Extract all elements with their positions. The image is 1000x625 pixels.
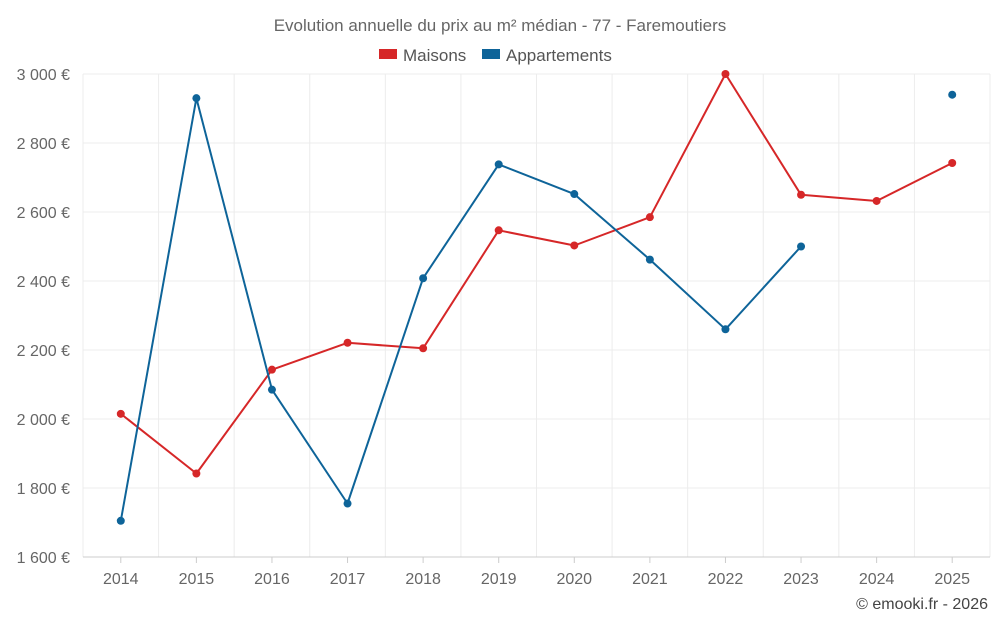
x-tick-label: 2015	[179, 571, 215, 588]
y-tick-label: 2 200 €	[17, 343, 70, 360]
series-line-appartements	[119, 97, 802, 521]
y-tick-label: 2 000 €	[17, 412, 70, 429]
chart-title: Evolution annuelle du prix au m² médian …	[274, 16, 727, 35]
data-point-appartements[interactable]	[116, 516, 125, 525]
data-point-appartements[interactable]	[494, 160, 503, 169]
data-point-maisons[interactable]	[267, 365, 276, 374]
data-point-appartements[interactable]	[948, 90, 957, 99]
x-tick-label: 2025	[934, 571, 970, 588]
y-tick-label: 1 800 €	[17, 481, 70, 498]
y-tick-label: 2 600 €	[17, 205, 70, 222]
x-tick-label: 2022	[708, 571, 744, 588]
data-point-appartements[interactable]	[267, 385, 276, 394]
data-point-maisons[interactable]	[645, 213, 654, 222]
data-point-maisons[interactable]	[721, 70, 730, 78]
data-point-maisons[interactable]	[570, 241, 579, 250]
x-tick-label: 2019	[481, 571, 517, 588]
y-axis: 1 600 € 1 800 € 2 000 € 2 200 € 2 400 € 2 600…	[17, 67, 70, 567]
data-point-maisons[interactable]	[948, 159, 957, 168]
x-tick-label: 2014	[103, 571, 139, 588]
x-tick-label: 2024	[859, 571, 895, 588]
series-group	[116, 70, 957, 525]
x-tick-label: 2018	[405, 571, 441, 588]
data-point-maisons[interactable]	[343, 338, 352, 347]
data-point-maisons[interactable]	[872, 196, 881, 205]
y-tick-label: 3 000 €	[17, 67, 70, 84]
y-tick-label: 2 400 €	[17, 274, 70, 291]
data-point-maisons[interactable]	[494, 226, 503, 235]
data-point-appartements[interactable]	[570, 190, 579, 199]
x-tick-label: 2020	[556, 571, 592, 588]
data-point-appartements[interactable]	[645, 255, 654, 264]
x-tick-label: 2023	[783, 571, 819, 588]
legend-item-appartements[interactable]: Appartements	[482, 46, 612, 65]
series-line-maisons	[120, 73, 953, 475]
data-point-appartements[interactable]	[797, 242, 806, 251]
x-tick-label: 2021	[632, 571, 668, 588]
data-point-maisons[interactable]	[192, 469, 201, 478]
x-tick-label: 2017	[330, 571, 366, 588]
data-point-maisons[interactable]	[797, 190, 806, 199]
legend-label-appartements: Appartements	[506, 46, 612, 65]
legend-label-maisons: Maisons	[403, 46, 466, 65]
y-tick-label: 1 600 €	[17, 550, 70, 567]
x-tick-label: 2016	[254, 571, 290, 588]
data-point-appartements[interactable]	[721, 325, 730, 334]
y-tick-label: 2 800 €	[17, 136, 70, 153]
legend-item-maisons[interactable]: Maisons	[379, 46, 466, 65]
data-point-appartements[interactable]	[419, 274, 428, 283]
legend: Maisons Appartements	[379, 46, 612, 65]
data-point-appartements[interactable]	[192, 94, 201, 103]
legend-swatch-maisons	[379, 49, 397, 59]
x-axis: 2014 2015 2016 2017 2018 2019 2020 2021 2022 2023…	[83, 556, 990, 588]
legend-swatch-appartements	[482, 49, 500, 59]
data-point-maisons[interactable]	[419, 344, 428, 353]
data-point-appartements[interactable]	[343, 499, 352, 508]
credit-text: © emooki.fr - 2026	[856, 596, 988, 613]
data-point-maisons[interactable]	[116, 409, 125, 418]
gridlines	[82, 73, 991, 558]
